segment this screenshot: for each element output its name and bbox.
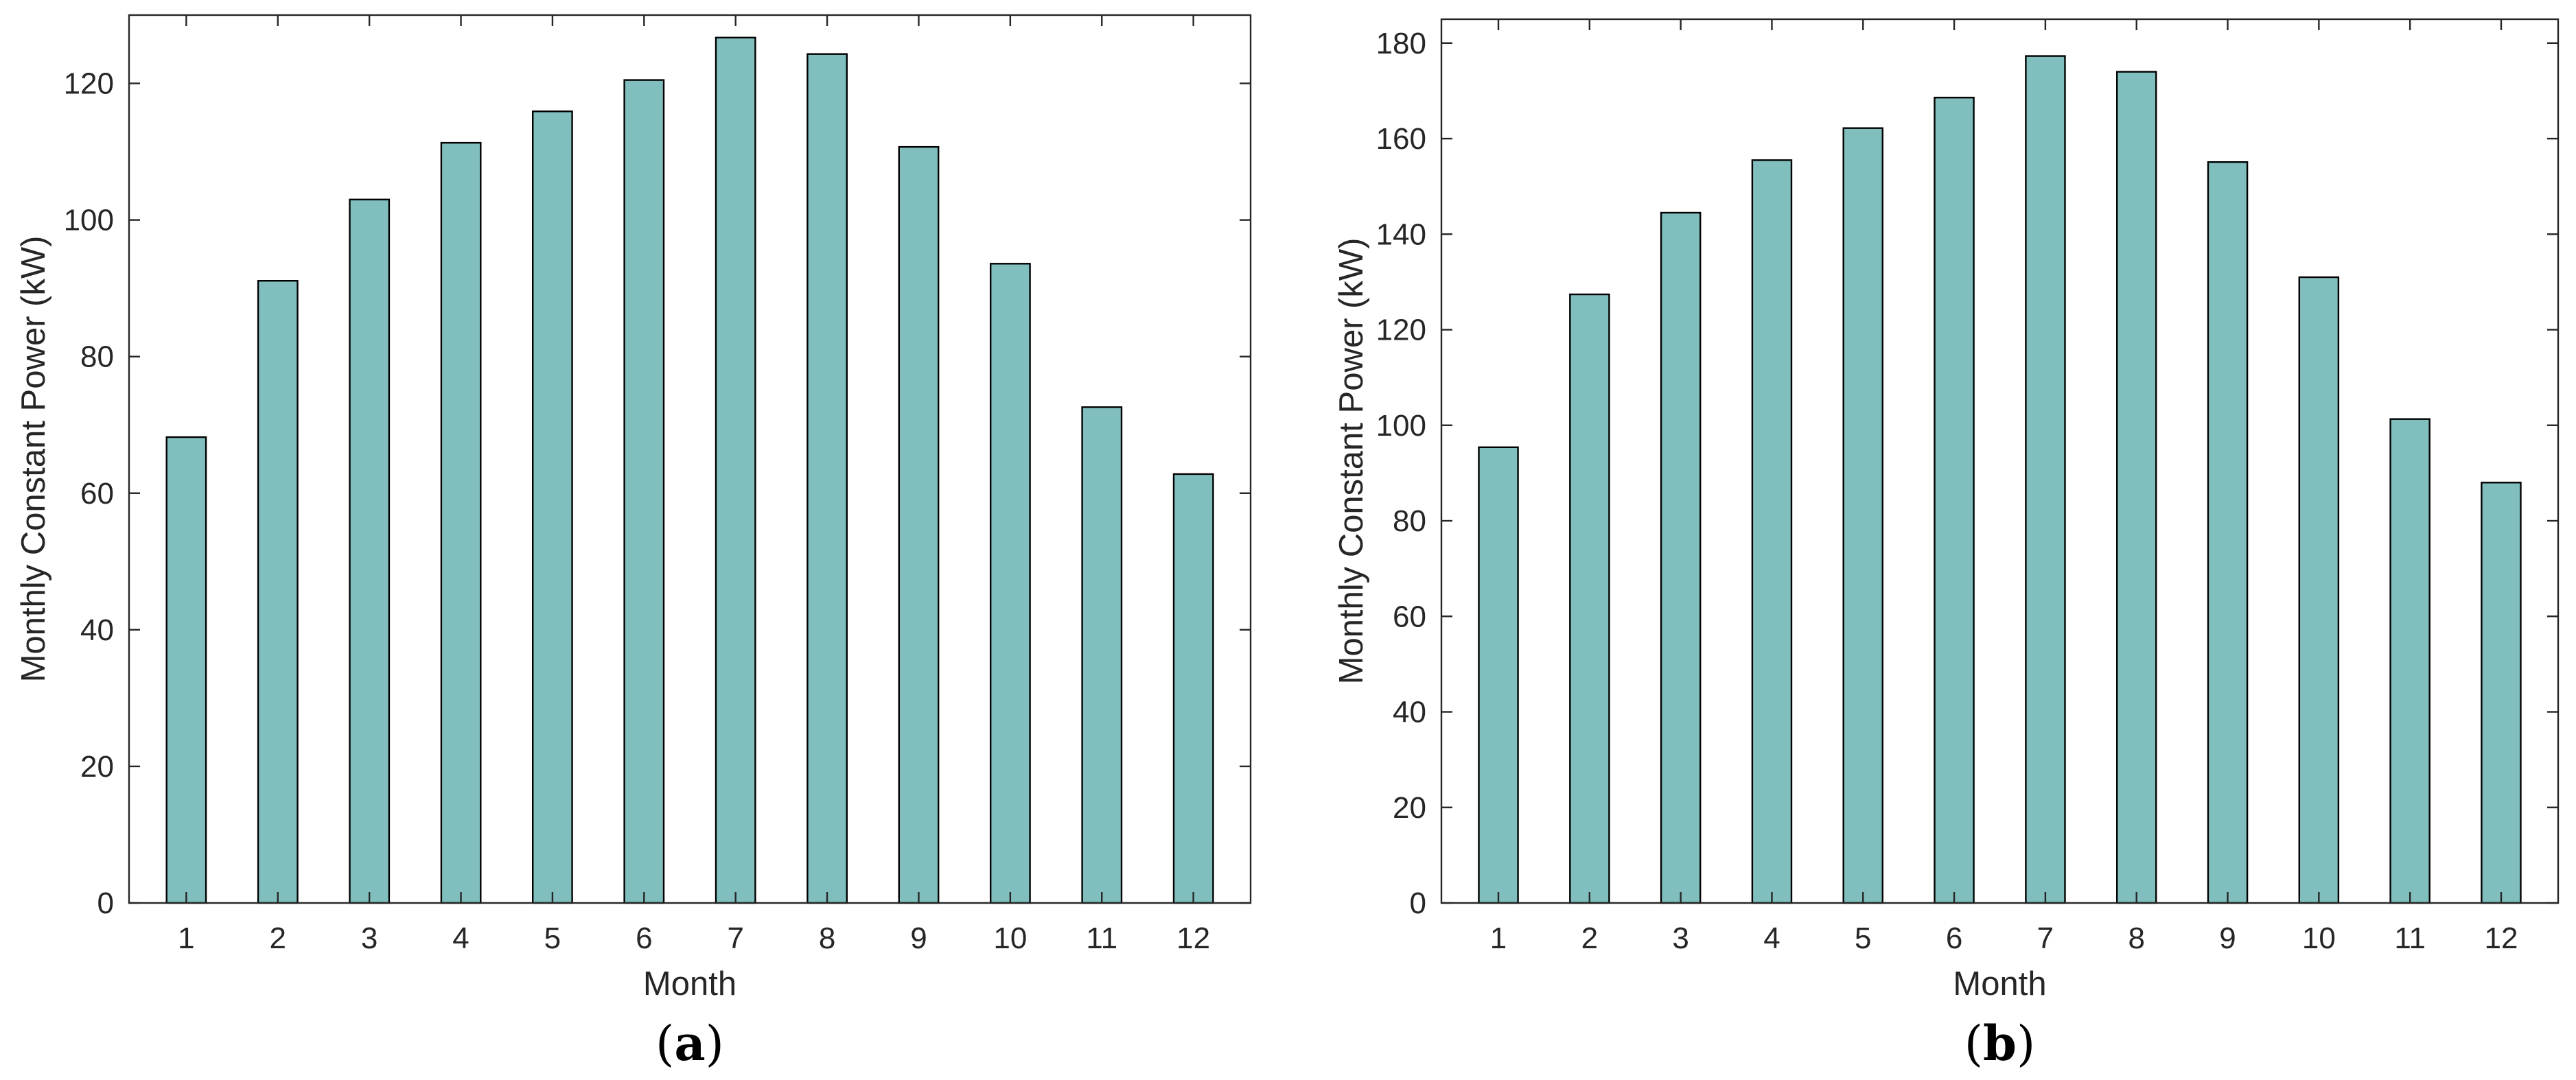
bar-b-8 [2115,71,2157,904]
bar-a-11 [1081,406,1123,904]
y-tick-label-a-20: 20 [80,750,114,784]
bar-a-5 [532,110,573,904]
x-tick-label-a-3: 3 [361,921,378,955]
x-tick-label-b-3: 3 [1672,921,1689,955]
axes-box-b [1440,18,2560,904]
y-tick-label-b-100: 100 [1376,409,1426,443]
bar-b-1 [1478,446,1519,904]
x-tick-label-a-10: 10 [993,921,1027,955]
bar-b-10 [2298,276,2340,904]
x-axis-label-b: Month [1953,965,2046,1002]
axes-box-a [128,14,1252,904]
x-tick-label-a-6: 6 [636,921,652,955]
x-tick-label-b-9: 9 [2219,921,2236,955]
bar-b-6 [1934,96,1975,904]
x-tick-label-b-6: 6 [1946,921,1962,955]
y-tick-label-b-140: 140 [1376,218,1426,251]
bar-b-4 [1751,159,1793,904]
x-tick-label-b-12: 12 [2485,921,2518,955]
panel-label-b: (b) [1964,1015,2036,1072]
bar-a-10 [989,263,1031,904]
panel-label-a: (a) [655,1015,724,1072]
x-tick-label-b-4: 4 [1763,921,1780,955]
x-tick-label-a-1: 1 [178,921,194,955]
y-tick-label-b-20: 20 [1393,791,1426,825]
y-tick-label-a-100: 100 [64,204,114,237]
x-tick-label-b-8: 8 [2128,921,2144,955]
y-tick-label-b-120: 120 [1376,314,1426,347]
x-tick-label-b-10: 10 [2302,921,2336,955]
x-tick-label-b-5: 5 [1855,921,1871,955]
x-tick-label-b-2: 2 [1581,921,1598,955]
x-tick-label-a-8: 8 [819,921,835,955]
y-tick-label-b-40: 40 [1393,696,1426,729]
y-tick-label-a-80: 80 [80,340,114,374]
x-tick-label-a-2: 2 [270,921,286,955]
bar-b-12 [2481,482,2522,904]
y-tick-label-a-0: 0 [97,887,114,920]
x-tick-label-a-4: 4 [452,921,469,955]
x-tick-label-b-11: 11 [2394,921,2426,955]
y-tick-label-b-0: 0 [1410,887,1426,920]
y-tick-label-b-60: 60 [1393,600,1426,633]
bar-a-2 [257,280,299,904]
bar-b-11 [2389,418,2430,904]
y-tick-label-a-60: 60 [80,477,114,510]
bar-a-7 [715,36,756,904]
x-tick-label-b-1: 1 [1490,921,1507,955]
bar-a-12 [1172,473,1214,904]
bar-a-6 [623,79,665,904]
bar-b-2 [1569,293,1610,904]
x-tick-label-b-7: 7 [2037,921,2054,955]
bar-b-9 [2207,161,2249,904]
x-tick-label-a-9: 9 [910,921,927,955]
y-tick-label-b-160: 160 [1376,122,1426,156]
x-axis-label-a: Month [643,965,736,1002]
bar-a-4 [440,141,482,904]
y-tick-label-a-40: 40 [80,613,114,647]
y-axis-label-b: Monthly Constant Power (kW) [1333,238,1370,685]
x-tick-label-a-11: 11 [1086,921,1117,955]
y-tick-label-a-120: 120 [64,67,114,101]
bar-b-3 [1660,211,1702,904]
bar-b-5 [1842,127,1883,904]
bar-a-1 [165,436,207,904]
y-tick-label-b-180: 180 [1376,27,1426,60]
x-tick-label-a-7: 7 [727,921,743,955]
y-tick-label-b-80: 80 [1393,504,1426,538]
x-tick-label-a-5: 5 [544,921,561,955]
x-tick-label-a-12: 12 [1176,921,1210,955]
bar-a-9 [898,145,940,904]
y-axis-label-a: Monthly Constant Power (kW) [15,236,52,683]
bar-a-8 [807,53,848,904]
bar-a-3 [349,198,391,904]
bar-b-7 [2025,55,2066,904]
